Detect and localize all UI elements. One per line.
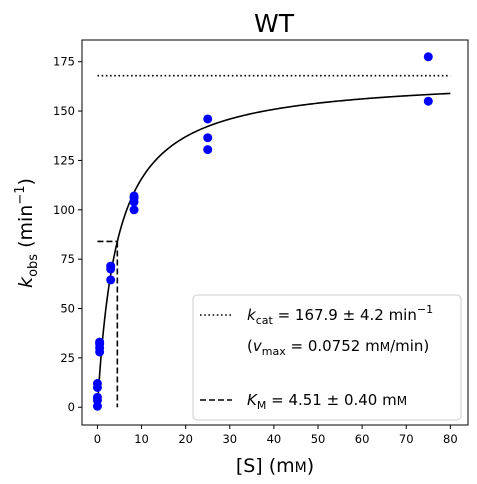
legend-km-label: KM = 4.51 ± 0.40 mM: [247, 391, 407, 412]
y-tick-label: 125: [53, 153, 75, 167]
y-tick-label: 50: [60, 302, 75, 316]
data-point: [203, 145, 213, 155]
x-tick-label: 40: [267, 432, 282, 446]
legend-kcat-label: kcat = 167.9 ± 4.2 min−1: [247, 303, 433, 327]
legend-vmax-label: (vmax = 0.0752 mM/min): [247, 337, 429, 358]
x-axis-title: [S] (mM): [236, 455, 314, 477]
x-tick-label: 80: [443, 432, 458, 446]
data-point: [129, 191, 139, 201]
y-tick-label: 0: [68, 400, 75, 414]
data-point: [423, 52, 433, 62]
x-tick-label: 30: [222, 432, 237, 446]
data-point: [95, 337, 105, 347]
data-point: [106, 275, 116, 285]
data-point: [423, 96, 433, 106]
x-tick-label: 10: [134, 432, 149, 446]
y-axis-title: kobs (min−1): [13, 178, 41, 288]
x-axis-ticks: 0 10 20 30 40 50 60 70 80: [94, 425, 458, 446]
y-tick-label: 75: [60, 252, 75, 266]
x-tick-label: 70: [399, 432, 414, 446]
data-point: [203, 114, 213, 124]
y-tick-label: 100: [53, 203, 75, 217]
data-point: [92, 379, 102, 389]
legend: kcat = 167.9 ± 4.2 min−1 (vmax = 0.0752 …: [192, 294, 462, 421]
plot-area: [92, 52, 451, 411]
x-tick-label: 50: [311, 432, 326, 446]
x-tick-label: 0: [94, 432, 101, 446]
y-tick-label: 150: [53, 104, 75, 118]
data-point: [92, 392, 102, 402]
data-point: [129, 205, 139, 215]
x-tick-label: 20: [178, 432, 193, 446]
plot-frame: [81, 39, 469, 426]
y-tick-label: 175: [53, 55, 75, 69]
y-tick-label: 25: [60, 351, 75, 365]
chart-title: WT: [254, 9, 295, 38]
data-point: [106, 261, 116, 271]
x-tick-label: 60: [355, 432, 370, 446]
fit-curve: [96, 92, 451, 408]
y-axis-ticks: 0 25 50 75 100 125 150 175: [53, 55, 82, 414]
legend-box: [192, 294, 462, 421]
data-point: [203, 133, 213, 143]
